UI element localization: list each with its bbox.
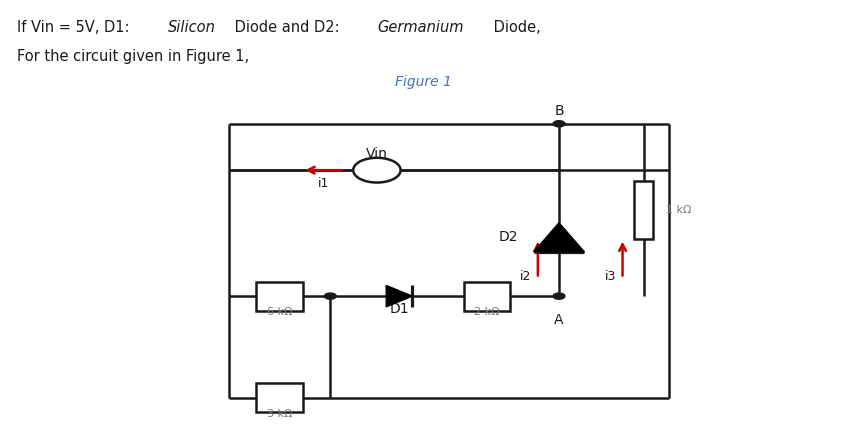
Text: Silicon: Silicon (168, 20, 216, 35)
Polygon shape (386, 286, 412, 307)
Text: 1 kΩ: 1 kΩ (666, 205, 691, 215)
Text: Diode and D2:: Diode and D2: (230, 20, 344, 35)
Text: D2: D2 (499, 230, 518, 244)
FancyBboxPatch shape (257, 282, 303, 310)
Polygon shape (534, 223, 584, 252)
Text: Vin: Vin (366, 147, 388, 161)
Text: Diode,: Diode, (489, 20, 540, 35)
Text: If Vin = 5V, D1:: If Vin = 5V, D1: (17, 20, 134, 35)
Circle shape (553, 293, 565, 299)
Text: D1: D1 (390, 302, 409, 316)
Text: i2: i2 (520, 270, 531, 283)
FancyBboxPatch shape (257, 383, 303, 412)
Text: 3 kΩ: 3 kΩ (267, 409, 292, 419)
Text: i3: i3 (605, 270, 616, 283)
FancyBboxPatch shape (634, 181, 653, 239)
Circle shape (553, 121, 565, 127)
Text: Figure 1: Figure 1 (395, 75, 452, 89)
Text: +: + (370, 163, 384, 178)
Text: B: B (554, 104, 564, 118)
Text: For the circuit given in Figure 1,: For the circuit given in Figure 1, (17, 49, 249, 64)
Text: i1: i1 (318, 177, 329, 190)
Text: 6 kΩ: 6 kΩ (267, 307, 292, 317)
Text: A: A (554, 313, 564, 327)
Circle shape (353, 158, 401, 183)
Text: 2 kΩ: 2 kΩ (474, 307, 500, 317)
Circle shape (324, 293, 336, 299)
Text: Germanium: Germanium (377, 20, 464, 35)
FancyBboxPatch shape (464, 282, 511, 310)
